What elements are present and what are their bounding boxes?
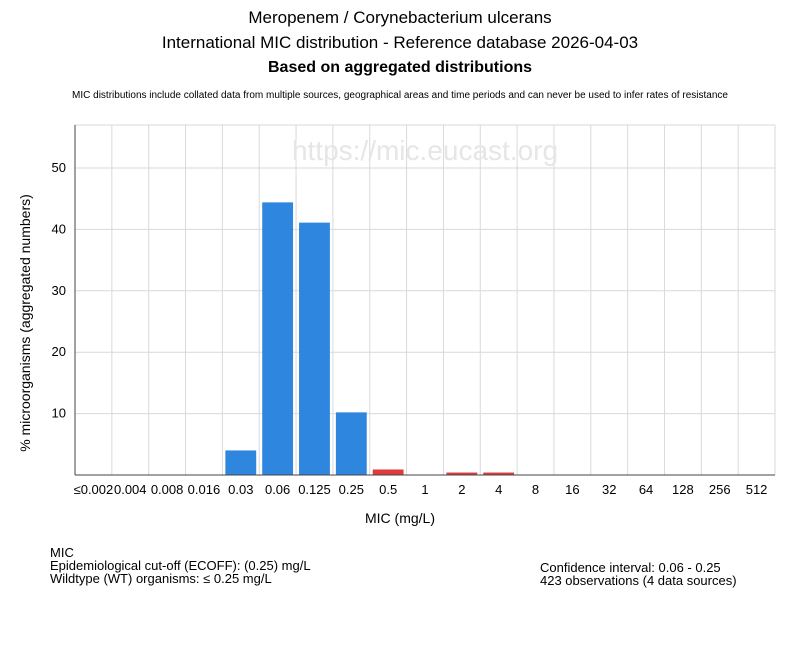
x-tick-label: 0.125 — [298, 482, 331, 497]
y-tick-label: 40 — [52, 221, 66, 236]
x-tick-label: 0.008 — [151, 482, 184, 497]
x-tick-label: 0.016 — [188, 482, 221, 497]
y-tick-labels: 10 20 30 40 50 — [52, 160, 66, 421]
x-tick-label: ≤0.002 — [74, 482, 114, 497]
footer-ecoff: Epidemiological cut-off (ECOFF): (0.25) … — [50, 558, 311, 573]
x-axis-label: MIC (mg/L) — [365, 510, 435, 526]
x-tick-label: 16 — [565, 482, 579, 497]
grid-lines — [75, 124, 776, 475]
y-tick-label: 30 — [52, 283, 66, 298]
footer-right: Confidence interval: 0.06 - 0.25 423 obs… — [540, 561, 737, 587]
chart-subtitle: International MIC distribution - Referen… — [161, 33, 639, 52]
x-tick-label: 0.5 — [379, 482, 397, 497]
chart-subtitle-bold: Based on aggregated distributions — [267, 59, 533, 76]
footer-confidence: Confidence interval: 0.06 - 0.25 — [540, 560, 721, 575]
x-tick-label: 128 — [672, 482, 694, 497]
x-tick-label: 512 — [746, 482, 768, 497]
x-tick-label: 0.004 — [114, 482, 147, 497]
bar-0.25 — [335, 412, 367, 475]
bars — [225, 202, 515, 476]
chart-title: Meropenem / Corynebacterium ulcerans — [248, 8, 552, 27]
bar-0.125 — [299, 222, 330, 475]
bar-0.03 — [225, 450, 257, 475]
axes — [74, 125, 775, 476]
x-tick-label: 1 — [421, 482, 428, 497]
x-tick-label: 256 — [709, 482, 731, 497]
watermark: https://mic.eucast.org — [292, 135, 558, 166]
x-tick-label: 0.25 — [339, 482, 364, 497]
x-tick-labels: ≤0.002 0.004 0.008 0.016 0.03 0.06 0.125 0.25 0.… — [74, 482, 768, 497]
bar-0.06 — [262, 202, 294, 476]
x-tick-label: 2 — [458, 482, 465, 497]
y-axis-label: % microorganisms (aggregated numbers) — [17, 194, 33, 452]
x-tick-label: 8 — [532, 482, 539, 497]
y-tick-label: 20 — [52, 344, 66, 359]
x-tick-label: 0.03 — [228, 482, 253, 497]
x-tick-label: 0.06 — [265, 482, 290, 497]
bar-2 — [446, 472, 478, 475]
y-tick-label: 10 — [52, 406, 66, 421]
x-tick-label: 4 — [495, 482, 502, 497]
bar-0.5 — [372, 469, 404, 475]
footer-observations: 423 observations (4 data sources) — [540, 573, 737, 588]
footer-mic-heading: MIC — [50, 545, 74, 560]
footer-left: MIC Epidemiological cut-off (ECOFF): (0.… — [50, 546, 311, 585]
disclaimer-note: MIC distributions include collated data … — [72, 90, 728, 101]
footer-wildtype: Wildtype (WT) organisms: ≤ 0.25 mg/L — [50, 571, 272, 586]
bar-4 — [483, 472, 515, 475]
x-tick-label: 32 — [602, 482, 616, 497]
x-tick-label: 64 — [639, 482, 653, 497]
y-tick-label: 50 — [52, 160, 66, 175]
